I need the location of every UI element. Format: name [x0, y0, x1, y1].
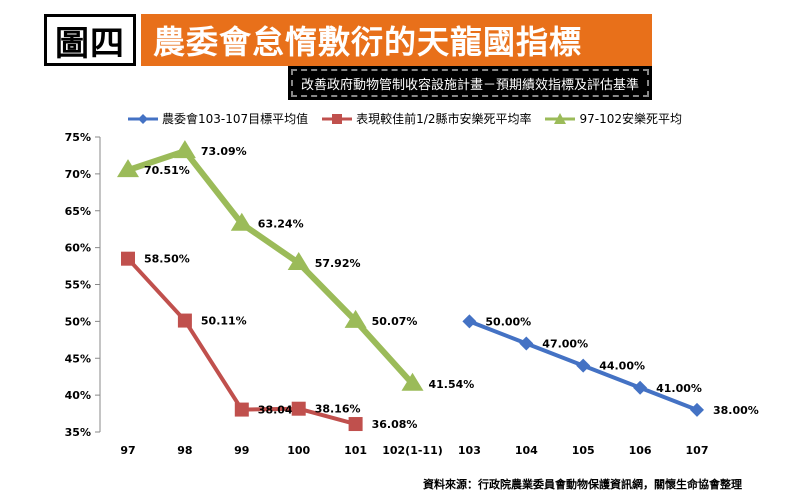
data-label: 41.00%	[656, 382, 702, 395]
y-tick-label: 45%	[65, 352, 91, 365]
legend-item-blue: 農委會103-107目標平均值	[128, 110, 308, 127]
legend-label-green: 97-102安樂死平均	[579, 112, 682, 126]
legend-blue-diamond-icon	[128, 113, 158, 124]
chart-subtitle: 改善政府動物管制收容設施計畫－預期績效指標及評估基準	[288, 66, 652, 100]
data-point-triangle	[173, 140, 196, 159]
data-point-diamond	[462, 314, 477, 329]
x-tick-label: 102(1-11)	[382, 444, 443, 457]
data-label: 63.24%	[258, 218, 304, 231]
data-label: 57.92%	[315, 257, 361, 270]
data-point-diamond	[633, 380, 648, 395]
data-point-diamond	[576, 358, 591, 373]
x-tick-label: 105	[572, 444, 595, 457]
data-point-square	[348, 417, 363, 432]
data-label: 58.50%	[144, 253, 190, 266]
figure-tag: 圖四	[44, 14, 136, 66]
chart-title: 農委會怠惰敷衍的天龍國指標	[141, 14, 652, 66]
x-tick-label: 101	[344, 444, 367, 457]
data-label: 70.51%	[144, 164, 190, 177]
data-label: 50.11%	[201, 315, 247, 328]
y-tick-label: 35%	[65, 426, 91, 439]
x-tick-label: 103	[458, 444, 481, 457]
data-point-triangle	[117, 159, 139, 178]
source-note: 資料來源：行政院農業委員會動物保護資訊網，關懷生命協會整理	[423, 478, 742, 491]
data-point-triangle	[401, 372, 424, 391]
y-tick-label: 55%	[65, 279, 91, 292]
data-label: 50.07%	[372, 315, 418, 328]
data-label: 73.09%	[201, 145, 247, 158]
data-label: 47.00%	[542, 338, 588, 351]
data-point-square	[291, 401, 306, 416]
data-point-square	[234, 402, 249, 417]
data-label: 50.00%	[485, 315, 531, 328]
data-point-square	[121, 251, 135, 266]
series-line-2	[127, 148, 415, 386]
data-point-square	[177, 313, 192, 328]
x-tick-label: 97	[120, 444, 135, 457]
x-tick-label: 106	[629, 444, 652, 457]
legend-item-red: 表現較佳前1/2縣市安樂死平均率	[322, 110, 531, 127]
legend-red-square-icon	[322, 113, 353, 124]
y-tick-label: 40%	[65, 389, 91, 402]
data-label: 41.54%	[429, 378, 475, 391]
x-tick-label: 107	[686, 444, 709, 457]
y-tick-label: 50%	[65, 315, 91, 328]
data-point-triangle	[230, 212, 253, 231]
legend: 農委會103-107目標平均值 表現較佳前1/2縣市安樂死平均率 97-102安…	[128, 110, 682, 127]
legend-label-blue: 農委會103-107目標平均值	[162, 112, 309, 126]
y-tick-label: 70%	[65, 168, 91, 181]
legend-label-red: 表現較佳前1/2縣市安樂死平均率	[356, 112, 532, 126]
y-tick-label: 65%	[65, 205, 91, 218]
data-label: 36.08%	[372, 418, 418, 431]
x-tick-label: 99	[234, 444, 249, 457]
y-tick-label: 60%	[65, 242, 91, 255]
data-point-diamond	[519, 336, 534, 351]
data-label: 38.16%	[315, 403, 361, 416]
data-point-triangle	[344, 309, 367, 328]
x-tick-label: 98	[177, 444, 192, 457]
y-tick-label: 75%	[65, 131, 91, 144]
legend-item-green: 97-102安樂死平均	[545, 110, 682, 127]
data-point-diamond	[690, 402, 704, 417]
data-point-triangle	[287, 251, 310, 270]
x-tick-label: 100	[287, 444, 310, 457]
data-label: 44.00%	[599, 360, 645, 373]
legend-green-triangle-icon	[545, 112, 576, 124]
data-label: 38.00%	[713, 404, 759, 417]
x-tick-label: 104	[515, 444, 538, 457]
